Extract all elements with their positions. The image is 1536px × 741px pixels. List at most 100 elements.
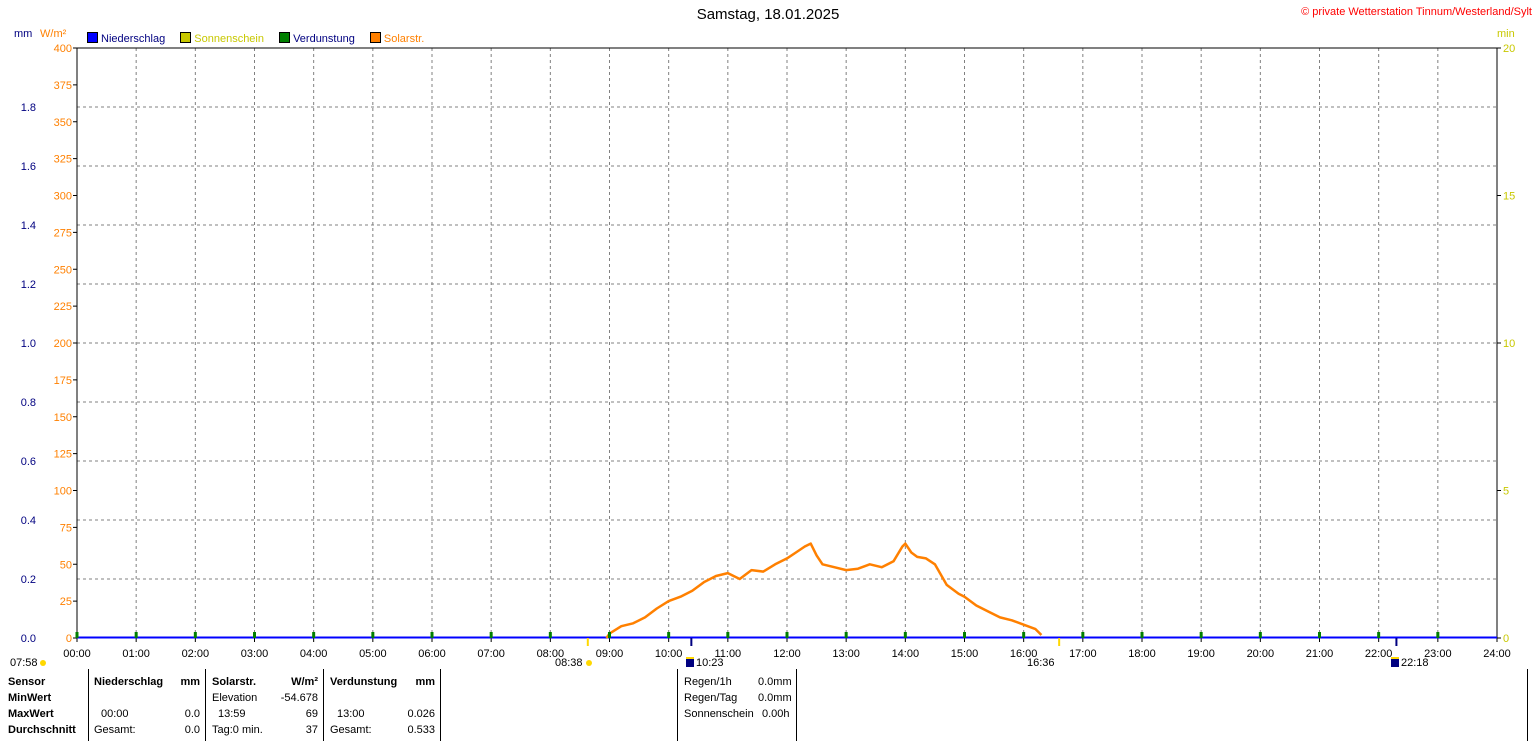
solar-series-line — [605, 542, 1043, 639]
y-tick-label-wm2: 225 — [54, 301, 72, 313]
rain-day-label: Regen/Tag — [684, 692, 738, 704]
solar-max-value: 69 — [305, 708, 318, 720]
stats-panel: Sensor MinWert MaxWert Durchschnitt — [0, 669, 1536, 741]
x-tick-label: 03:00 — [241, 648, 269, 660]
legend-item-niederschlag: Niederschlag — [87, 32, 168, 45]
unit-mm-label: mm — [14, 28, 33, 40]
y-tick-label-min: 20 — [1503, 43, 1515, 55]
legend-swatch-icon — [87, 32, 98, 43]
rain-hour-label: Regen/1h — [684, 676, 732, 688]
verdunstung-max-time: 13:00 — [337, 708, 365, 720]
y-tick-label-wm2: 25 — [60, 596, 72, 608]
x-tick-label: 18:00 — [1128, 648, 1156, 660]
solar-max-time: 13:59 — [218, 708, 246, 720]
x-tick-label: 23:00 — [1424, 648, 1452, 660]
y-tick-label-min: 10 — [1503, 338, 1515, 350]
x-tick-label: 07:00 — [477, 648, 505, 660]
x-tick-label: 15:00 — [951, 648, 979, 660]
legend-swatch-icon — [369, 32, 381, 43]
stats-end-divider — [440, 669, 441, 741]
y-tick-label-wm2: 50 — [60, 559, 72, 571]
legend: Niederschlag Sonnenschein Verdunstung So… — [87, 32, 424, 45]
unit-wm2-label: W/m² — [40, 28, 67, 40]
y-tick-label-min: 0 — [1503, 633, 1509, 645]
y-tick-label-mm: 0.6 — [21, 456, 36, 468]
stats-rain-sun: Regen/1h 0.0mm Regen/Tag 0.0mm Sonnensch… — [677, 669, 797, 741]
y-tick-label-wm2: 350 — [54, 117, 72, 129]
stats-solar: Solarstr. W/m² Elevation -54.678 13:59 6… — [205, 669, 324, 741]
niederschlag-unit: mm — [180, 676, 200, 688]
x-tick-label: 01:00 — [122, 648, 150, 660]
y-tick-label-wm2: 200 — [54, 338, 72, 350]
rain-hour-value: 0.0mm — [758, 676, 792, 688]
series-layer — [75, 542, 1497, 639]
unit-min-label: min — [1497, 28, 1515, 40]
sun-icon — [39, 660, 46, 666]
y-tick-label-mm: 0.4 — [21, 515, 36, 527]
y-tick-label-min: 15 — [1503, 191, 1515, 203]
x-tick-label: 19:00 — [1187, 648, 1215, 660]
right-divider — [1527, 669, 1528, 741]
legend-label: Solarstr. — [383, 33, 425, 45]
x-tick-label: 22:00 — [1365, 648, 1393, 660]
y-tick-label-mm: 1.8 — [21, 102, 36, 114]
grid-lines — [77, 48, 1497, 638]
niederschlag-total-value: 0.0 — [184, 724, 200, 736]
sunshine-value: 0.00h — [762, 708, 790, 720]
y-tick-label-mm: 1.6 — [21, 161, 36, 173]
y-tick-label-wm2: 125 — [54, 449, 72, 461]
sensor-label: Sensor — [8, 676, 46, 688]
y-axis-right: 0 5 10 15 20 — [1497, 43, 1515, 645]
x-tick-label: 16:00 — [1010, 648, 1038, 660]
solar-avg-value: 37 — [305, 724, 318, 736]
y-tick-label-mm: 1.4 — [21, 220, 36, 232]
x-tick-label: 10:00 — [655, 648, 683, 660]
x-tick-label: 12:00 — [773, 648, 801, 660]
legend-item-verdunstung: Verdunstung — [279, 32, 358, 45]
legend-item-solarstr: Solarstr. — [369, 32, 425, 45]
left-time-label: 07:58 — [10, 657, 46, 669]
solar-elevation-label: Elevation — [212, 692, 258, 704]
legend-label: Sonnenschein — [194, 33, 264, 45]
y-tick-label-mm: 0.8 — [21, 397, 36, 409]
y-tick-label-wm2: 250 — [54, 264, 72, 276]
niederschlag-max-value: 0.0 — [184, 708, 200, 720]
x-tick-label: 24:00 — [1483, 648, 1511, 660]
sun-moon-markers — [586, 638, 1398, 646]
y-tick-label-wm2: 300 — [54, 191, 72, 203]
x-tick-label: 20:00 — [1247, 648, 1275, 660]
x-tick-label: 04:00 — [300, 648, 328, 660]
y-tick-label-mm: 0.2 — [21, 574, 36, 586]
rain-day-value: 0.0mm — [758, 692, 792, 704]
sunrise-label: 08:38 — [555, 657, 592, 669]
niederschlag-max-time: 00:00 — [101, 708, 129, 720]
moonrise-label: 10:23 — [686, 657, 724, 669]
y-tick-label-mm: 0.0 — [21, 633, 36, 645]
moonset-label: 22:18 — [1391, 657, 1429, 669]
verdunstung-total-label: Gesamt: — [330, 724, 372, 736]
copyright-link[interactable]: © private Wetterstation Tinnum/Westerlan… — [1301, 6, 1532, 18]
niederschlag-total-label: Gesamt: — [94, 724, 136, 736]
y-tick-label-wm2: 400 — [54, 43, 72, 55]
x-tick-label: 14:00 — [892, 648, 920, 660]
legend-label: Niederschlag — [101, 33, 166, 45]
x-tick-label: 17:00 — [1069, 648, 1097, 660]
y-tick-label-wm2: 100 — [54, 486, 72, 498]
stats-verdunstung: Verdunstung mm 13:00 0.026 Gesamt: 0.533 — [323, 669, 441, 741]
chart-title: Samstag, 18.01.2025 — [696, 6, 840, 23]
x-tick-label: 05:00 — [359, 648, 387, 660]
solar-header: Solarstr. — [212, 676, 257, 688]
x-tick-label: 02:00 — [182, 648, 210, 660]
verdunstung-unit: mm — [415, 676, 435, 688]
y-tick-label-min: 5 — [1503, 486, 1509, 498]
legend-swatch-icon — [279, 32, 291, 43]
legend-swatch-icon — [180, 32, 192, 43]
solar-day-label: Tag:0 min. — [212, 724, 263, 736]
y-tick-label-wm2: 175 — [54, 375, 72, 387]
y-tick-label-wm2: 375 — [54, 80, 72, 92]
x-tick-label: 09:00 — [596, 648, 624, 660]
y-tick-label-mm: 1.0 — [21, 338, 36, 350]
moon-icon — [1391, 657, 1399, 667]
y-tick-label-wm2: 0 — [66, 633, 72, 645]
x-tick-label: 08:00 — [537, 648, 565, 660]
